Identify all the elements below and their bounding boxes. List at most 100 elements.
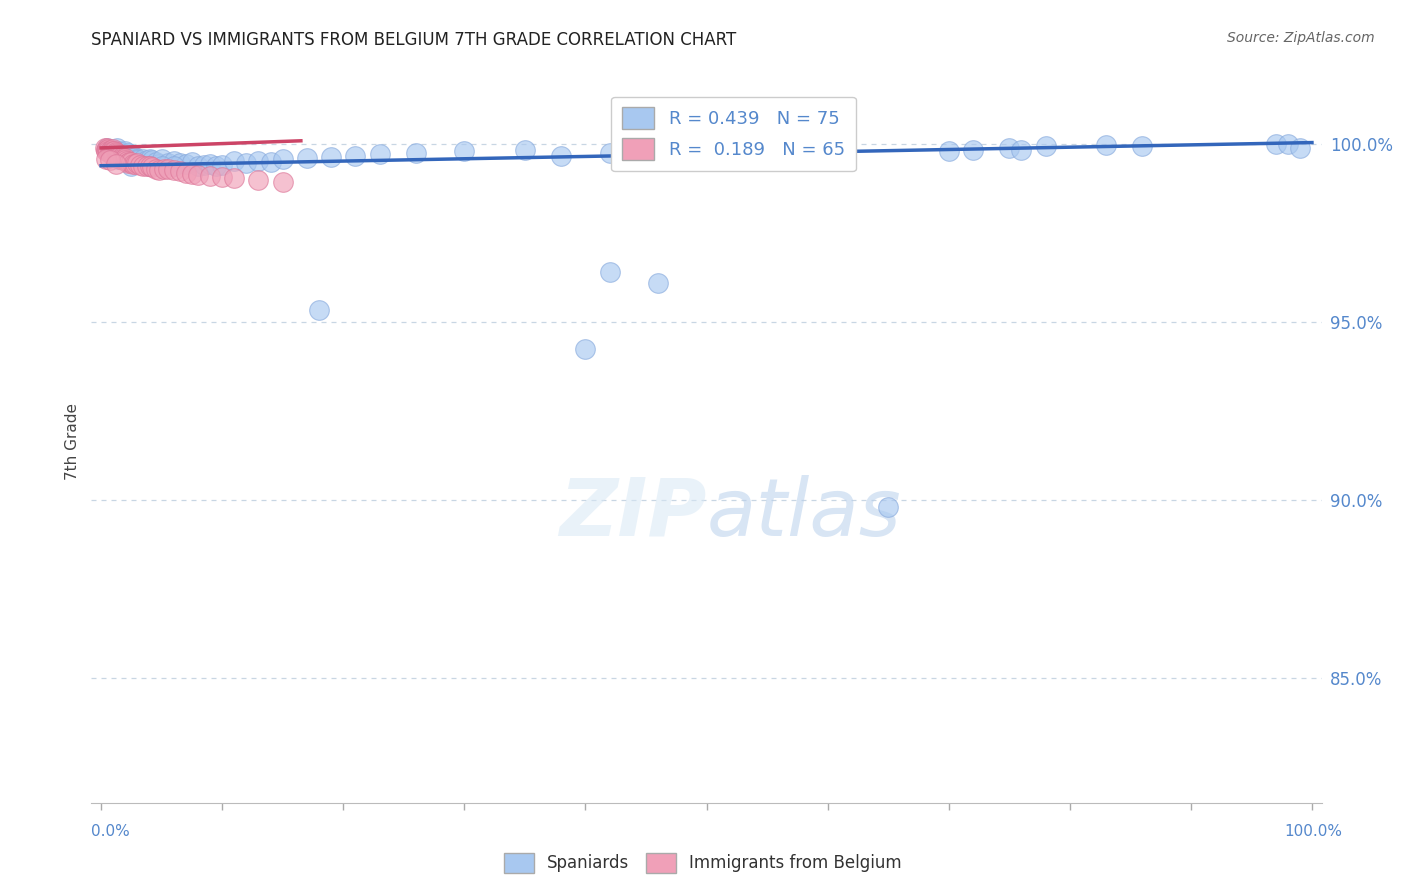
Point (104, 157, 127, 171)
Point (1132, 139, 1154, 153)
Point (103, 146, 125, 161)
Point (108, 152, 131, 166)
Point (224, 171, 246, 186)
Point (141, 153, 163, 168)
Point (962, 143, 984, 157)
Point (110, 148, 132, 162)
Point (634, 145, 657, 160)
Point (101, 146, 124, 161)
Point (110, 149, 132, 163)
Point (121, 157, 143, 171)
Point (198, 157, 221, 171)
Legend: R = 0.439   N = 75, R =  0.189   N = 65: R = 0.439 N = 75, R = 0.189 N = 65 (612, 96, 856, 171)
Point (1095, 138, 1118, 153)
Point (550, 149, 572, 163)
Point (1288, 141, 1310, 155)
Point (97, 144, 120, 158)
Point (110, 152, 132, 166)
Point (107, 147, 129, 161)
Point (120, 153, 142, 168)
Point (145, 162, 167, 177)
Point (108, 152, 131, 166)
Point (344, 149, 367, 163)
Point (193, 158, 215, 172)
Point (98, 153, 121, 168)
Point (118, 152, 141, 166)
Point (96, 143, 118, 157)
Text: atlas: atlas (706, 475, 901, 553)
Text: SPANIARD VS IMMIGRANTS FROM BELGIUM 7TH GRADE CORRELATION CHART: SPANIARD VS IMMIGRANTS FROM BELGIUM 7TH … (91, 31, 737, 49)
Point (211, 170, 233, 185)
Point (174, 157, 197, 171)
Point (98, 146, 121, 161)
Point (120, 148, 142, 162)
Point (103, 145, 125, 159)
Point (118, 155, 141, 169)
Point (96, 141, 118, 155)
Point (574, 342, 596, 356)
Point (169, 156, 191, 170)
Point (295, 151, 318, 165)
Point (180, 167, 202, 181)
Point (247, 154, 270, 169)
Point (104, 145, 127, 160)
Point (127, 156, 149, 170)
Y-axis label: 7th Grade: 7th Grade (65, 403, 80, 480)
Point (94, 152, 117, 166)
Text: 100.0%: 100.0% (1285, 824, 1343, 838)
Point (720, 143, 742, 157)
Point (105, 141, 128, 155)
Point (259, 155, 281, 169)
Point (94, 145, 117, 159)
Point (271, 175, 294, 189)
Point (599, 265, 621, 279)
Point (127, 152, 149, 166)
Point (156, 162, 179, 177)
Point (100, 147, 122, 161)
Point (1010, 143, 1032, 157)
Text: Source: ZipAtlas.com: Source: ZipAtlas.com (1227, 31, 1375, 45)
Point (1264, 137, 1286, 152)
Point (148, 157, 170, 171)
Point (124, 157, 146, 171)
Point (111, 146, 134, 161)
Point (103, 146, 125, 161)
Point (198, 169, 221, 184)
Point (103, 142, 125, 156)
Point (136, 153, 159, 168)
Point (117, 146, 139, 161)
Point (156, 156, 179, 170)
Point (321, 150, 343, 164)
Point (124, 150, 146, 164)
Point (100, 143, 122, 157)
Point (368, 147, 391, 161)
Point (101, 144, 124, 158)
Point (120, 155, 142, 169)
Point (1035, 139, 1057, 153)
Point (100, 145, 122, 159)
Point (205, 159, 228, 173)
Point (105, 146, 128, 161)
Point (1277, 137, 1299, 152)
Point (169, 164, 191, 178)
Point (599, 146, 621, 161)
Text: ZIP: ZIP (560, 475, 706, 553)
Point (150, 160, 173, 174)
Point (148, 163, 170, 178)
Point (138, 152, 160, 166)
Point (211, 158, 233, 172)
Point (141, 161, 163, 175)
Point (103, 143, 125, 157)
Point (114, 150, 136, 164)
Point (120, 159, 142, 173)
Point (115, 154, 138, 169)
Point (235, 156, 257, 170)
Point (93, 141, 115, 155)
Point (174, 166, 197, 180)
Point (114, 151, 136, 165)
Point (114, 153, 136, 168)
Point (103, 144, 125, 158)
Point (107, 150, 129, 164)
Point (271, 153, 294, 167)
Point (138, 160, 160, 174)
